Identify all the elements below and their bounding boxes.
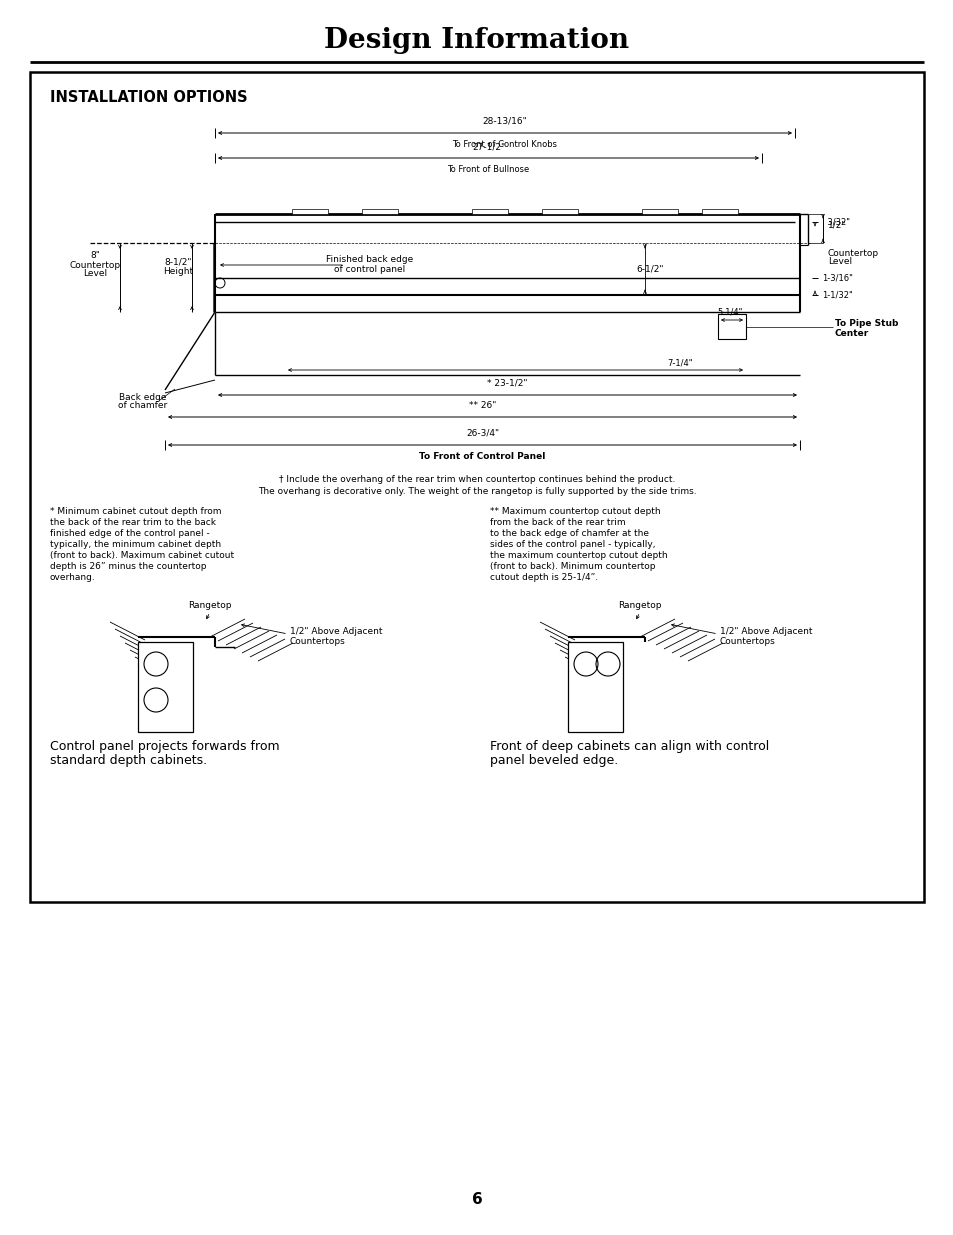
Text: Finished back edge: Finished back edge — [326, 256, 414, 264]
Text: overhang.: overhang. — [50, 573, 95, 582]
Text: Countertop: Countertop — [70, 261, 120, 269]
Text: To Pipe Stub: To Pipe Stub — [834, 320, 898, 329]
Text: from the back of the rear trim: from the back of the rear trim — [490, 517, 625, 527]
Text: 6-1/2": 6-1/2" — [636, 264, 663, 273]
Text: Level: Level — [83, 269, 107, 279]
Text: Design Information: Design Information — [324, 26, 629, 53]
Bar — [541, 209, 578, 214]
Text: * Minimum cabinet cutout depth from: * Minimum cabinet cutout depth from — [50, 508, 221, 516]
Text: 1/2": 1/2" — [827, 221, 845, 230]
Text: (front to back). Maximum cabinet cutout: (front to back). Maximum cabinet cutout — [50, 551, 233, 559]
Text: 27-1/2": 27-1/2" — [472, 142, 504, 151]
Text: Control panel projects forwards from: Control panel projects forwards from — [50, 740, 279, 753]
Text: Front of deep cabinets can align with control: Front of deep cabinets can align with co… — [490, 740, 768, 753]
Text: 28-13/16": 28-13/16" — [482, 117, 527, 126]
Bar — [701, 209, 738, 214]
Text: 8-1/2": 8-1/2" — [164, 258, 192, 267]
Text: of control panel: of control panel — [334, 266, 405, 274]
Text: the back of the rear trim to the back: the back of the rear trim to the back — [50, 517, 215, 527]
Text: Countertops: Countertops — [720, 637, 775, 646]
Text: standard depth cabinets.: standard depth cabinets. — [50, 755, 207, 767]
Text: INSTALLATION OPTIONS: INSTALLATION OPTIONS — [50, 89, 248, 105]
Text: of chamfer: of chamfer — [118, 401, 168, 410]
Bar — [292, 209, 328, 214]
Text: depth is 26” minus the countertop: depth is 26” minus the countertop — [50, 562, 206, 571]
Text: To Front of Control Knobs: To Front of Control Knobs — [452, 140, 557, 149]
Text: Center: Center — [834, 330, 868, 338]
Text: 3/32": 3/32" — [821, 217, 849, 226]
Text: Level: Level — [827, 257, 851, 266]
Bar — [718, 314, 745, 338]
Text: 5-1/4": 5-1/4" — [717, 308, 741, 316]
Text: the maximum countertop cutout depth: the maximum countertop cutout depth — [490, 551, 667, 559]
Text: The overhang is decorative only. The weight of the rangetop is fully supported b: The overhang is decorative only. The wei… — [257, 487, 696, 496]
Text: To Front of Bullnose: To Front of Bullnose — [447, 165, 529, 174]
Text: † Include the overhang of the rear trim when countertop continues behind the pro: † Include the overhang of the rear trim … — [278, 475, 675, 484]
Text: 8": 8" — [90, 252, 100, 261]
Text: finished edge of the control panel -: finished edge of the control panel - — [50, 529, 210, 538]
Text: to the back edge of chamfer at the: to the back edge of chamfer at the — [490, 529, 648, 538]
Text: 1/2" Above Adjacent: 1/2" Above Adjacent — [720, 627, 812, 636]
Text: (front to back). Minimum countertop: (front to back). Minimum countertop — [490, 562, 655, 571]
Bar — [472, 209, 507, 214]
Text: Countertops: Countertops — [290, 637, 345, 646]
Text: panel beveled edge.: panel beveled edge. — [490, 755, 618, 767]
Text: Height: Height — [163, 267, 193, 275]
Text: 6: 6 — [471, 1193, 482, 1208]
Text: 1/2" Above Adjacent: 1/2" Above Adjacent — [290, 627, 382, 636]
Text: Rangetop: Rangetop — [188, 601, 232, 610]
Text: 7-1/4": 7-1/4" — [666, 358, 692, 368]
Text: ** Maximum countertop cutout depth: ** Maximum countertop cutout depth — [490, 508, 659, 516]
Bar — [567, 642, 622, 732]
Text: Back edge: Back edge — [119, 393, 167, 401]
Text: 1-3/16": 1-3/16" — [821, 273, 852, 283]
Text: To Front of Control Panel: To Front of Control Panel — [419, 452, 545, 461]
Text: typically, the minimum cabinet depth: typically, the minimum cabinet depth — [50, 540, 221, 550]
Bar — [361, 209, 397, 214]
Text: ** 26": ** 26" — [468, 401, 496, 410]
Text: sides of the control panel - typically,: sides of the control panel - typically, — [490, 540, 655, 550]
Bar — [641, 209, 678, 214]
Text: Countertop: Countertop — [827, 249, 879, 258]
Bar — [138, 642, 193, 732]
Text: Rangetop: Rangetop — [618, 601, 661, 610]
Text: cutout depth is 25-1/4”.: cutout depth is 25-1/4”. — [490, 573, 598, 582]
Bar — [30, 72, 923, 902]
Text: * 23-1/2": * 23-1/2" — [487, 379, 527, 388]
Text: 1-1/32": 1-1/32" — [821, 290, 852, 300]
Text: 26-3/4": 26-3/4" — [465, 429, 498, 438]
